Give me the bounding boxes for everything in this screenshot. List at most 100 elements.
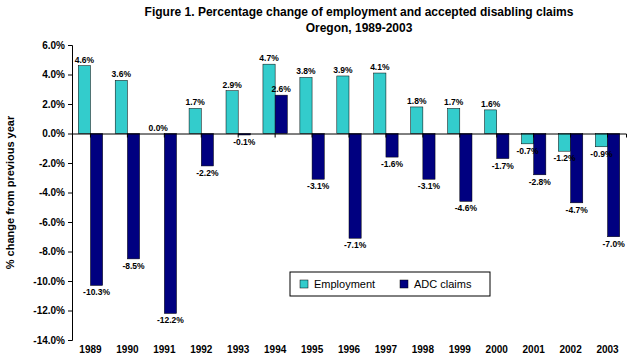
y-tick: 6.0%	[42, 40, 72, 51]
x-tick: 1991	[153, 134, 176, 356]
y-tick-mark	[68, 281, 72, 282]
y-tick-mark	[68, 45, 72, 46]
bar	[521, 134, 533, 144]
bars	[78, 64, 619, 313]
legend-swatch	[400, 280, 408, 288]
y-tick: -8.0%	[39, 246, 72, 257]
x-tick-mark	[238, 134, 239, 138]
x-tick-mark	[164, 134, 165, 138]
bar	[226, 91, 238, 134]
x-tick-mark	[496, 134, 497, 138]
x-tick-label: 1990	[116, 344, 139, 355]
y-tick-mark	[68, 222, 72, 223]
y-tick-label: -10.0%	[33, 276, 65, 287]
data-label: -12.2%	[157, 315, 184, 325]
data-label: 1.7%	[185, 97, 205, 107]
bar	[374, 73, 386, 133]
data-label: 4.7%	[259, 53, 279, 63]
y-tick-mark	[68, 163, 72, 164]
x-tick-mark	[275, 134, 276, 138]
x-tick-label: 1993	[227, 344, 250, 355]
bar	[448, 108, 460, 133]
bar	[423, 134, 435, 180]
y-tick: 2.0%	[42, 99, 72, 110]
y-tick: -6.0%	[39, 217, 72, 228]
y-tick-mark	[68, 75, 72, 76]
subtitle: Oregon, 1989-2003	[306, 21, 413, 35]
data-label: -0.1%	[233, 137, 256, 147]
data-label: -2.8%	[529, 177, 552, 187]
legend-box	[290, 272, 490, 296]
x-tick: 1998	[412, 134, 435, 356]
x-tick-mark	[422, 134, 423, 138]
x-axis: 1989199019911992199319941995199619971998…	[73, 134, 627, 356]
x-tick-mark	[607, 134, 608, 138]
x-tick: 2000	[486, 134, 509, 356]
x-tick: 1996	[338, 134, 361, 356]
y-tick-mark	[68, 193, 72, 194]
y-tick-label: -12.0%	[33, 305, 65, 316]
plot: 6.0% 4.0% 2.0% 0.0% -2.0% -4.0% -6.0% -8.0% -10.…	[33, 40, 626, 355]
bar	[115, 80, 127, 133]
x-tick-mark	[201, 134, 202, 138]
bar	[189, 108, 201, 133]
y-tick: -4.0%	[39, 187, 72, 198]
x-tick-label: 2002	[559, 344, 582, 355]
x-tick-label: 1992	[190, 344, 213, 355]
bar	[349, 134, 361, 239]
x-tick-mark	[349, 134, 350, 138]
data-label: 1.6%	[481, 99, 501, 109]
data-label: -7.0%	[603, 239, 626, 249]
x-tick: 1994	[264, 134, 287, 356]
bar	[300, 77, 312, 133]
y-tick-label: -4.0%	[39, 187, 65, 198]
y-tick-mark	[68, 311, 72, 312]
y-tick-mark	[68, 104, 72, 105]
y-tick-label: 4.0%	[42, 69, 65, 80]
x-tick-label: 1991	[153, 344, 176, 355]
x-tick: 1992	[190, 134, 213, 356]
x-tick-label: 1996	[338, 344, 361, 355]
data-label: -4.6%	[455, 203, 478, 213]
x-tick: 1993	[227, 134, 250, 356]
x-tick-label: 2003	[596, 344, 619, 355]
y-tick-label: -6.0%	[39, 217, 65, 228]
y-tick-label: -2.0%	[39, 158, 65, 169]
y-label: % change from previous year	[4, 115, 16, 269]
legend-label: ADC claims	[414, 278, 472, 290]
bar	[201, 134, 213, 166]
data-label: -7.1%	[344, 240, 367, 250]
x-tick: 1990	[116, 134, 139, 356]
x-tick-mark	[312, 134, 313, 138]
data-label: 0.0%	[149, 123, 169, 133]
data-label: -0.9%	[590, 149, 613, 159]
y-axis-line	[68, 46, 73, 341]
x-tick-label: 1999	[449, 344, 472, 355]
x-tick-label: 1997	[375, 344, 398, 355]
y-tick-mark	[68, 134, 72, 135]
y-tick: -12.0%	[33, 305, 72, 316]
y-tick-label: 0.0%	[42, 128, 65, 139]
data-label: -3.1%	[418, 181, 441, 191]
x-tick: 1999	[449, 134, 472, 356]
data-label: -2.2%	[196, 168, 219, 178]
legend-swatch	[300, 280, 308, 288]
x-tick: 1995	[301, 134, 324, 356]
y-tick-mark	[68, 252, 72, 253]
data-label: -1.2%	[553, 153, 576, 163]
data-label: 4.1%	[370, 62, 390, 72]
data-label: -3.1%	[307, 181, 330, 191]
bar	[595, 134, 607, 147]
bar	[263, 64, 275, 133]
bar	[337, 76, 349, 134]
x-tick-mark	[90, 134, 91, 138]
x-axis-line	[73, 134, 627, 138]
data-labels: 4.6%3.6%0.0%1.7%2.9%4.7%3.8%3.9%4.1%1.8%…	[75, 53, 625, 325]
bar	[571, 134, 583, 203]
x-tick-mark	[127, 134, 128, 138]
chart: Figure 1. Percentage change of employmen…	[0, 0, 634, 359]
x-tick-label: 1994	[264, 344, 287, 355]
x-tick-mark	[385, 134, 386, 138]
x-tick-label: 2000	[486, 344, 509, 355]
data-label: 2.9%	[222, 80, 242, 90]
